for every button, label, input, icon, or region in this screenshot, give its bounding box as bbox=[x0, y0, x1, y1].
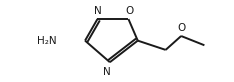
Text: O: O bbox=[126, 6, 134, 16]
Text: H₂N: H₂N bbox=[37, 36, 56, 46]
Text: O: O bbox=[177, 23, 185, 33]
Text: N: N bbox=[103, 67, 111, 77]
Text: N: N bbox=[94, 6, 101, 16]
